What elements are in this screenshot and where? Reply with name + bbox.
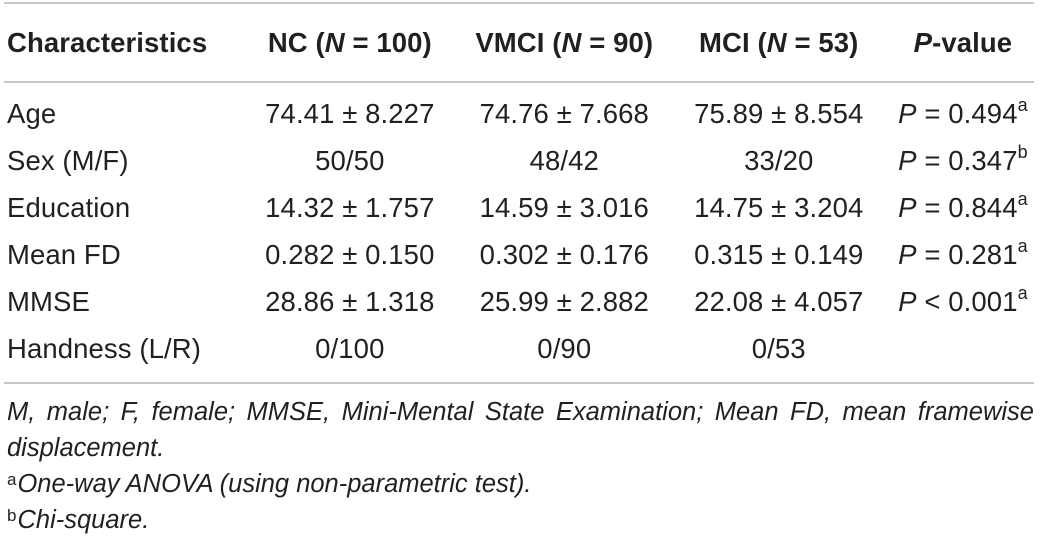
abbreviations-note: M, male; F, female; MMSE, Mini-Mental St… <box>7 398 1034 462</box>
top-rule <box>4 2 1034 4</box>
mci-value: 0/53 <box>751 332 806 364</box>
row-label: Age <box>7 97 57 129</box>
row-label: Sex (M/F) <box>7 144 129 176</box>
vmci-value: 0/90 <box>537 332 592 364</box>
table-row: Sex (M/F) 50/50 48/42 33/20 P = 0.347b <box>0 137 1040 184</box>
row-label: MMSE <box>7 285 90 317</box>
header-vmci: VMCI (N = 90) <box>475 27 654 58</box>
footnote-b-text: Chi-square. <box>17 506 150 534</box>
nc-value: 50/50 <box>315 144 385 176</box>
header-mci: MCI (N = 53) <box>699 27 859 58</box>
p-value: P < 0.001a <box>898 282 1028 317</box>
table-row: Mean FD 0.282 ± 0.150 0.302 ± 0.176 0.31… <box>0 231 1040 278</box>
p-value: P = 0.494a <box>898 94 1028 129</box>
mci-value: 0.315 ± 0.149 <box>694 238 864 270</box>
row-label: Education <box>7 191 131 223</box>
header-nc: NC (N = 100) <box>267 27 432 58</box>
footnote-b-mark: b <box>7 506 17 525</box>
mci-value: 33/20 <box>744 144 814 176</box>
vmci-value: 48/42 <box>529 144 599 176</box>
p-value: P = 0.347b <box>898 141 1028 176</box>
vmci-value: 25.99 ± 2.882 <box>479 285 649 317</box>
table-row: Education 14.32 ± 1.757 14.59 ± 3.016 14… <box>0 184 1040 231</box>
vmci-value: 74.76 ± 7.668 <box>479 97 649 129</box>
table-row: Age 74.41 ± 8.227 74.76 ± 7.668 75.89 ± … <box>0 68 1040 137</box>
vmci-value: 0.302 ± 0.176 <box>479 238 649 270</box>
header-p-value: P-value <box>913 27 1013 58</box>
table-footnotes: M, male; F, female; MMSE, Mini-Mental St… <box>7 394 1034 538</box>
table-row: Handness (L/R) 0/100 0/90 0/53 <box>0 325 1040 372</box>
header-characteristics: Characteristics <box>7 27 208 58</box>
mci-value: 22.08 ± 4.057 <box>694 285 864 317</box>
header-rule <box>4 81 1034 83</box>
characteristics-table: Characteristics NC (N = 100) VMCI (N = 9… <box>0 18 1040 372</box>
p-value: P = 0.844a <box>898 188 1028 223</box>
nc-value: 0.282 ± 0.150 <box>265 238 435 270</box>
nc-value: 28.86 ± 1.318 <box>265 285 435 317</box>
header-row: Characteristics NC (N = 100) VMCI (N = 9… <box>0 18 1040 68</box>
p-value <box>886 325 1040 372</box>
nc-value: 14.32 ± 1.757 <box>265 191 435 223</box>
footnote-b: bChi-square. <box>7 502 1034 538</box>
nc-value: 0/100 <box>315 332 385 364</box>
p-value: P = 0.281a <box>898 235 1028 270</box>
mci-value: 75.89 ± 8.554 <box>694 97 864 129</box>
row-label: Mean FD <box>7 238 121 270</box>
table-row: MMSE 28.86 ± 1.318 25.99 ± 2.882 22.08 ±… <box>0 278 1040 325</box>
footnote-a: aOne-way ANOVA (using non-parametric tes… <box>7 466 1034 502</box>
footnote-a-text: One-way ANOVA (using non-parametric test… <box>17 470 532 498</box>
row-label: Handness (L/R) <box>7 332 201 364</box>
vmci-value: 14.59 ± 3.016 <box>479 191 649 223</box>
bottom-rule <box>4 382 1034 384</box>
nc-value: 74.41 ± 8.227 <box>265 97 435 129</box>
footnote-a-mark: a <box>7 470 17 489</box>
mci-value: 14.75 ± 3.204 <box>694 191 864 223</box>
